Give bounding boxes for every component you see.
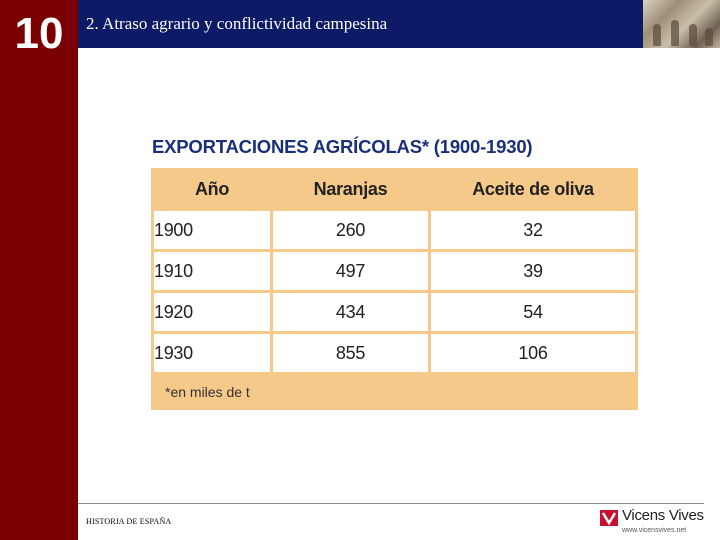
table-row: 1930 855 106 (154, 334, 635, 372)
illustration-figure (671, 20, 679, 46)
table-footnote: *en miles de t (165, 384, 250, 400)
cell-aceite: 106 (431, 334, 635, 372)
cell-year: 1910 (154, 252, 270, 290)
cell-naranjas: 434 (273, 293, 428, 331)
footer-divider (78, 503, 704, 504)
cell-naranjas: 260 (273, 211, 428, 249)
table-header-row: Año Naranjas Aceite de oliva (154, 171, 635, 208)
cell-aceite: 54 (431, 293, 635, 331)
exports-table: Año Naranjas Aceite de oliva 1900 260 32… (151, 168, 638, 410)
cell-aceite: 32 (431, 211, 635, 249)
header-bar (78, 0, 643, 48)
publisher-logo-text: Vicens Vives (622, 507, 704, 524)
table-row: 1910 497 39 (154, 252, 635, 290)
table-row: 1920 434 54 (154, 293, 635, 331)
exports-data-table: Año Naranjas Aceite de oliva 1900 260 32… (151, 168, 638, 375)
cell-naranjas: 855 (273, 334, 428, 372)
illustration-figure (689, 24, 697, 46)
chapter-sidebar: 10 (0, 0, 78, 540)
logo-v-icon (601, 512, 617, 526)
cell-naranjas: 497 (273, 252, 428, 290)
column-header-naranjas: Naranjas (273, 171, 428, 208)
page-title: 2. Atraso agrario y conflictividad campe… (86, 14, 388, 33)
publisher-url: www.vicensvives.net (622, 527, 687, 534)
table-title: EXPORTACIONES AGRÍCOLAS* (1900-1930) (152, 136, 533, 157)
cell-year: 1900 (154, 211, 270, 249)
column-header-year: Año (154, 171, 270, 208)
chapter-number: 10 (14, 9, 64, 58)
table-row: 1900 260 32 (154, 211, 635, 249)
cell-year: 1930 (154, 334, 270, 372)
cell-year: 1920 (154, 293, 270, 331)
column-header-aceite: Aceite de oliva (431, 171, 635, 208)
footer-book-title: HISTORIA DE ESPAÑA (86, 517, 172, 526)
illustration-figure (705, 28, 713, 46)
cell-aceite: 39 (431, 252, 635, 290)
vicens-vives-logo-icon (600, 510, 618, 526)
illustration-figure (653, 24, 661, 46)
header-illustration (643, 0, 720, 48)
